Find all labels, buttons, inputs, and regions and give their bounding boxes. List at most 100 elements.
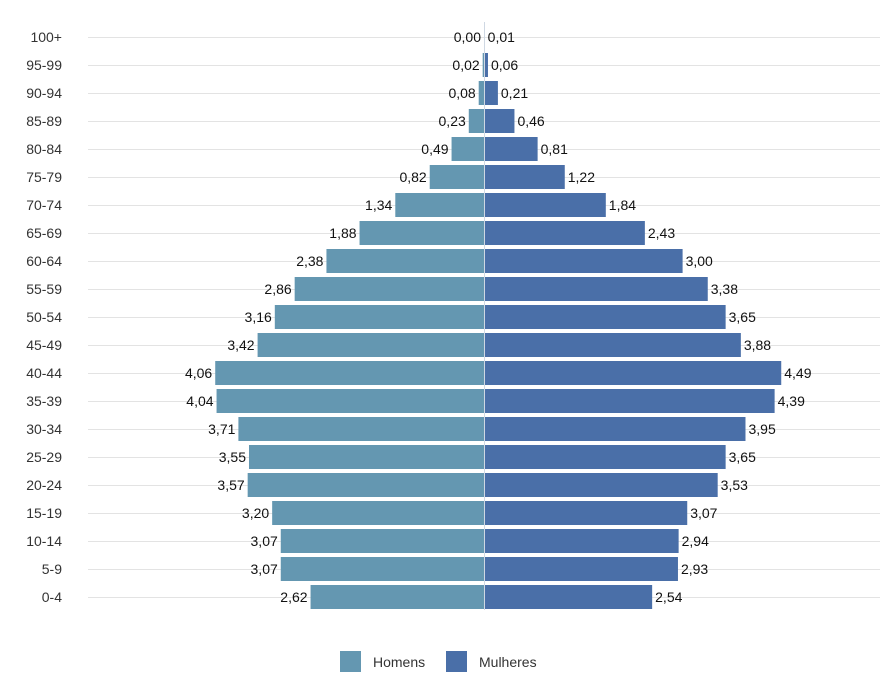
bar-homens <box>451 137 484 161</box>
bar-homens <box>482 53 484 77</box>
bar-mulheres <box>484 109 515 133</box>
data-label-homens: 0,49 <box>421 141 448 157</box>
bars <box>215 25 782 609</box>
bar-mulheres <box>484 53 488 77</box>
bar-homens <box>238 417 484 441</box>
bar-mulheres <box>484 529 679 553</box>
bar-homens <box>280 529 484 553</box>
legend-label-mulheres: Mulheres <box>479 654 537 670</box>
data-label-homens: 1,88 <box>329 225 356 241</box>
bar-homens <box>294 277 484 301</box>
data-label-mulheres: 2,93 <box>681 561 708 577</box>
data-label-homens: 3,07 <box>251 561 278 577</box>
data-label-mulheres: 0,46 <box>517 113 544 129</box>
data-label-mulheres: 2,43 <box>648 225 675 241</box>
data-label-mulheres: 1,84 <box>609 197 636 213</box>
bar-mulheres <box>484 249 683 273</box>
data-label-homens: 2,86 <box>264 281 291 297</box>
bar-homens <box>247 473 484 497</box>
bar-mulheres <box>484 193 606 217</box>
category-label: 0-4 <box>42 589 62 605</box>
bar-homens <box>429 165 484 189</box>
bar-homens <box>468 109 484 133</box>
data-label-homens: 4,04 <box>186 393 213 409</box>
data-label-homens: 3,71 <box>208 421 235 437</box>
category-label: 10-14 <box>26 533 62 549</box>
data-label-mulheres: 2,94 <box>682 533 709 549</box>
data-label-mulheres: 3,53 <box>721 477 748 493</box>
bar-mulheres <box>484 501 688 525</box>
category-label: 40-44 <box>26 365 62 381</box>
bar-homens <box>248 445 484 469</box>
data-label-mulheres: 0,06 <box>491 57 518 73</box>
data-label-homens: 0,00 <box>454 29 481 45</box>
legend-swatch-mulheres <box>446 651 467 672</box>
bar-mulheres <box>484 305 726 329</box>
data-label-homens: 0,08 <box>448 85 475 101</box>
category-label: 70-74 <box>26 197 62 213</box>
data-label-mulheres: 3,00 <box>686 253 713 269</box>
category-label: 35-39 <box>26 393 62 409</box>
category-label: 65-69 <box>26 225 62 241</box>
bar-mulheres <box>484 417 746 441</box>
data-label-mulheres: 2,54 <box>655 589 682 605</box>
labels: 100+ 0,00 0,01 95-99 0,02 0,06 90-94 0,08 0,21 85… <box>26 22 812 610</box>
category-label: 25-29 <box>26 449 62 465</box>
bar-homens <box>216 389 484 413</box>
bar-mulheres <box>484 473 718 497</box>
bar-homens <box>280 557 484 581</box>
bar-homens <box>215 361 484 385</box>
data-label-mulheres: 0,21 <box>501 85 528 101</box>
category-label: 15-19 <box>26 505 62 521</box>
bar-homens <box>359 221 484 245</box>
bar-mulheres <box>484 361 782 385</box>
bar-mulheres <box>484 277 708 301</box>
bar-mulheres <box>484 557 678 581</box>
data-label-homens: 3,20 <box>242 505 269 521</box>
category-label: 75-79 <box>26 169 62 185</box>
category-label: 85-89 <box>26 113 62 129</box>
legend-swatch-homens <box>340 651 361 672</box>
data-label-mulheres: 4,39 <box>778 393 805 409</box>
category-label: 80-84 <box>26 141 62 157</box>
data-label-mulheres: 1,22 <box>568 169 595 185</box>
data-label-mulheres: 3,38 <box>711 281 738 297</box>
bar-homens <box>272 501 484 525</box>
bar-homens <box>257 333 484 357</box>
data-label-mulheres: 0,01 <box>488 29 515 45</box>
bar-mulheres <box>484 585 653 609</box>
data-label-homens: 4,06 <box>185 365 212 381</box>
data-label-homens: 0,82 <box>399 169 426 185</box>
category-label: 55-59 <box>26 281 62 297</box>
bar-mulheres <box>484 81 498 105</box>
category-label: 45-49 <box>26 337 62 353</box>
bar-mulheres <box>484 137 538 161</box>
data-label-homens: 3,16 <box>245 309 272 325</box>
bar-homens <box>478 81 484 105</box>
legend: Homens Mulheres <box>340 651 537 672</box>
bar-homens <box>395 193 484 217</box>
bar-homens <box>310 585 484 609</box>
category-label: 30-34 <box>26 421 62 437</box>
data-label-mulheres: 3,88 <box>744 337 771 353</box>
data-label-mulheres: 0,81 <box>541 141 568 157</box>
category-label: 95-99 <box>26 57 62 73</box>
bar-mulheres <box>484 333 741 357</box>
data-label-mulheres: 3,07 <box>690 505 717 521</box>
data-label-homens: 2,62 <box>280 589 307 605</box>
bar-mulheres <box>484 445 726 469</box>
bar-mulheres <box>484 221 645 245</box>
data-label-mulheres: 3,65 <box>729 309 756 325</box>
data-label-homens: 3,42 <box>227 337 254 353</box>
category-label: 60-64 <box>26 253 62 269</box>
data-label-homens: 0,23 <box>439 113 466 129</box>
bar-homens <box>326 249 484 273</box>
category-label: 90-94 <box>26 85 62 101</box>
bar-mulheres <box>484 389 775 413</box>
category-label: 50-54 <box>26 309 62 325</box>
data-label-homens: 0,02 <box>452 57 479 73</box>
category-label: 5-9 <box>42 561 62 577</box>
category-label: 20-24 <box>26 477 62 493</box>
